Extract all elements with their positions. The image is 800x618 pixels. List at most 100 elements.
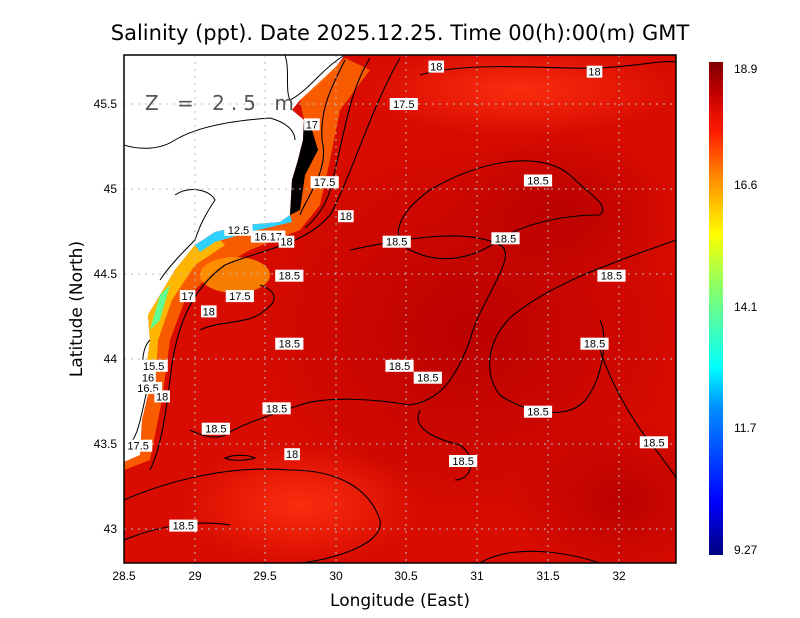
contour-label-bg bbox=[523, 405, 553, 418]
contour-label-bg bbox=[449, 455, 478, 467]
contour-label: 18 bbox=[203, 306, 215, 318]
contour-label-bg bbox=[140, 371, 156, 384]
contour-label: 16 bbox=[142, 373, 154, 385]
contour-label: 17.5 bbox=[393, 99, 414, 111]
x-tick: 29 bbox=[188, 569, 202, 583]
x-tick: 31.5 bbox=[536, 569, 560, 583]
contour-label-bg bbox=[225, 290, 254, 303]
contour-label-bg bbox=[250, 230, 286, 243]
x-axis-label: Longitude (East) bbox=[330, 591, 470, 611]
contour-label: 12.5 bbox=[228, 225, 249, 237]
colorbar-scale bbox=[709, 62, 723, 555]
salinity-shading bbox=[124, 55, 676, 563]
contour-label-bg bbox=[382, 235, 411, 248]
contour-label-bg bbox=[389, 98, 418, 110]
contour-label-bg bbox=[275, 269, 304, 282]
contour-label: 18.5 bbox=[386, 237, 407, 249]
contour-label-bg bbox=[275, 337, 304, 350]
contour-label: 16.17 bbox=[254, 232, 282, 244]
colorbar-tick: 9.27 bbox=[734, 543, 758, 557]
contour-label-bg bbox=[586, 65, 603, 78]
contour-label: 18 bbox=[430, 62, 442, 74]
contour-label: 18.5 bbox=[643, 437, 664, 449]
contour-label: 18 bbox=[286, 449, 298, 461]
y-tick: 44 bbox=[104, 352, 118, 366]
contour-label-bg bbox=[428, 60, 445, 73]
contour-label: 18.5 bbox=[279, 271, 300, 283]
contour-label: 17.5 bbox=[229, 291, 250, 303]
contour-label: 17.5 bbox=[314, 177, 335, 189]
contour-label: 18.5 bbox=[452, 456, 473, 468]
contour-label-bg bbox=[169, 519, 198, 532]
contour-label-bg bbox=[639, 436, 668, 449]
y-axis-label: Latitude (North) bbox=[67, 241, 87, 377]
contour-label: 18.5 bbox=[495, 233, 516, 245]
contour-label: 15.5 bbox=[143, 361, 164, 373]
y-tick: 43.5 bbox=[94, 437, 118, 451]
contour-label-bg bbox=[310, 176, 339, 189]
contour-label-bg bbox=[413, 371, 442, 384]
y-tick: 45 bbox=[104, 182, 118, 196]
x-tick: 30 bbox=[329, 569, 343, 583]
contour-label-bg bbox=[338, 210, 354, 223]
x-tick: 32 bbox=[612, 569, 626, 583]
x-tick-labels: 28.5 29 29.5 30 30.5 31 31.5 32 bbox=[112, 569, 626, 583]
plot-frame bbox=[123, 54, 677, 564]
contour-label-bg bbox=[491, 232, 520, 245]
contour-label-bg bbox=[124, 439, 153, 452]
x-tick: 31 bbox=[470, 569, 484, 583]
contour-label-bg bbox=[597, 269, 626, 282]
y-tick-labels: 45.5 45 44.5 44 43.5 43 bbox=[94, 97, 118, 536]
contour-label-bg bbox=[224, 223, 253, 236]
y-tick: 43 bbox=[104, 522, 118, 536]
contour-label: 18.5 bbox=[279, 339, 300, 351]
contour-label: 18.5 bbox=[389, 361, 410, 373]
x-tick: 30.5 bbox=[394, 569, 418, 583]
contour-label-bg bbox=[523, 174, 553, 187]
contour-label: 17 bbox=[306, 119, 318, 131]
contour-label: 17 bbox=[181, 291, 193, 303]
contour-label: 18 bbox=[340, 211, 352, 223]
contour-label-bg bbox=[284, 448, 300, 461]
contour-label: 18.5 bbox=[527, 176, 548, 188]
contour-label: 17.5 bbox=[127, 441, 148, 453]
colorbar-tick: 14.1 bbox=[734, 300, 758, 314]
contour-label: 16.5 bbox=[137, 383, 158, 395]
contour-label-bg bbox=[139, 359, 168, 372]
contour-label-bg bbox=[201, 422, 230, 435]
contour-label: 18 bbox=[588, 67, 600, 79]
colorbar-tick: 11.7 bbox=[734, 421, 757, 435]
coastline bbox=[124, 55, 346, 451]
depth-label: Z = 2.5 m bbox=[145, 91, 300, 115]
colorbar-tick: 16.6 bbox=[734, 178, 758, 192]
y-tick: 45.5 bbox=[94, 97, 118, 111]
contour-label: 18.5 bbox=[527, 407, 548, 419]
contour-label: 18.5 bbox=[584, 339, 605, 351]
contour-label: 18 bbox=[156, 391, 168, 403]
contour-label-bg bbox=[200, 305, 217, 318]
contour-label-bg bbox=[304, 118, 320, 131]
x-tick: 29.5 bbox=[253, 569, 277, 583]
y-tick: 44.5 bbox=[94, 267, 118, 281]
contour-label-bg bbox=[179, 290, 196, 303]
contour-label: 18 bbox=[280, 237, 292, 249]
colorbar-tick: 18.9 bbox=[734, 62, 758, 76]
contour-label: 18.5 bbox=[601, 271, 622, 283]
contour-label-bg bbox=[262, 402, 291, 415]
contour-label-bg bbox=[278, 235, 295, 248]
contour-label-bg bbox=[154, 390, 170, 403]
contour-label: 18.5 bbox=[266, 403, 287, 415]
chart-title: Salinity (ppt). Date 2025.12.25. Time 00… bbox=[111, 21, 690, 45]
x-tick: 28.5 bbox=[112, 569, 136, 583]
grid-lines bbox=[124, 55, 676, 563]
contour-label-bg bbox=[580, 337, 609, 350]
contour-label-bg bbox=[385, 359, 414, 372]
contour-label: 18.5 bbox=[417, 373, 438, 385]
colorbar: 18.9 16.6 14.1 11.7 9.27 bbox=[709, 62, 758, 557]
contour-label: 18.5 bbox=[173, 521, 194, 533]
contour-label: 18.5 bbox=[205, 424, 226, 436]
